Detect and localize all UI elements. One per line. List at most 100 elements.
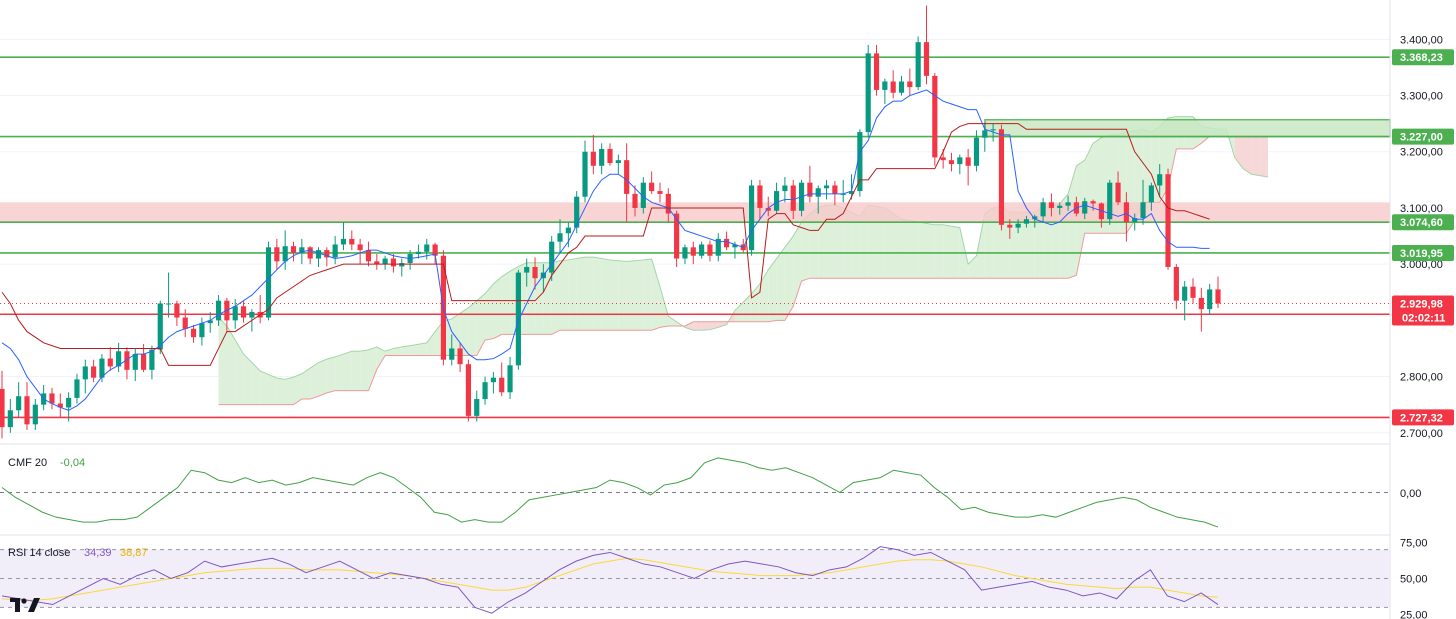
price-tags: 3.368,233.227,003.074,603.019,952.910,86… [1392,49,1454,426]
cloud-segment [426,331,436,356]
rsi-pane: 75,00 50,00 25,00 [0,537,1428,619]
candle-body [374,261,380,265]
candle-body [557,233,563,242]
candle-body [615,160,621,163]
candle-body [923,42,930,76]
candle-body [124,351,130,370]
cloud-segment [618,260,627,331]
rsi-title: RSI 14 close [8,547,70,559]
candle-body [1098,203,1104,220]
current-price-tag-countdown: 02:02:11 [1402,313,1445,325]
candle-body [932,75,938,158]
candle-body [607,148,613,163]
cloud-segment [893,213,902,279]
candle-body [349,238,355,245]
candle-body [165,303,172,305]
candle-body [1198,297,1204,310]
cloud-segment [468,300,477,356]
cmf-value: -0,04 [60,457,85,469]
candle-body [182,317,188,329]
cloud-segment [310,362,319,400]
cloud-segment [784,236,794,321]
cloud-segment [776,247,785,321]
cloud-segment [884,207,894,279]
cloud-segment [926,223,935,279]
candle-body [507,365,513,393]
candle-body [365,250,372,262]
cmf-zero-label: 0,00 [1400,488,1421,500]
candle-body [1132,218,1138,222]
rsi-ma-value: 38,87 [120,547,148,559]
price-tick-label: 2.800,00 [1400,372,1443,384]
cloud-segment [243,354,252,405]
candle-body [357,244,363,251]
resistance-price-tag-bg [1392,128,1454,145]
cloud-segment [976,213,985,279]
cloud-segment [918,222,927,279]
candle-body [907,81,913,88]
cloud-segment [551,260,561,335]
candle-body [524,266,530,273]
candle-body [749,185,755,251]
cloud-segment [326,356,336,393]
cloud-segment [868,205,877,279]
tradingview-logo-icon[interactable] [8,596,42,614]
cloud-segment [1259,136,1268,178]
cloud-segment [301,368,311,400]
cloud-segment [651,259,660,331]
resistance-price-tag-bg [1392,214,1454,231]
candle-body [1182,286,1188,301]
candle-body [532,266,538,279]
candle-body [474,399,480,416]
candle-body [1090,201,1096,204]
cloud-segment [476,293,486,356]
cloud-segment [276,377,286,405]
price-tick-label: 3.300,00 [1400,91,1443,103]
candle-body [1207,289,1213,310]
price-axis[interactable]: 3.400,00 3.300,00 3.200,00 3.100,00 3.000,00… [1400,34,1443,439]
candle-body [707,244,713,256]
candle-body [832,185,838,194]
candle-body [91,366,97,378]
cloud-segment [293,373,302,405]
cloud-segment [460,307,469,356]
cloud-segment [834,205,844,279]
cloud-segment [410,344,419,356]
candle-body [807,182,813,197]
cloud-segment [610,259,619,331]
cloud-segment [693,321,702,331]
cloud-segment [393,347,402,356]
candle-body [265,247,272,318]
cloud-segment [793,222,802,307]
cloud-segment [343,351,352,391]
candle-body [1107,182,1113,220]
support-price-tag: 2.727,32 [1400,412,1443,424]
candle-body [424,244,430,252]
candle-body [590,151,596,166]
candle-body [149,349,155,370]
candle-body [640,182,646,208]
cloud-segment [968,255,977,279]
price-tick-label: 2.700,00 [1400,428,1443,440]
candle-body [599,148,605,166]
cloud-segment [759,269,769,322]
cloud-segment [260,370,269,405]
cloud-segment [634,259,644,331]
cloud-segment [934,224,944,279]
candle-body [773,191,780,211]
price-tick-label: 3.000,00 [1400,259,1443,271]
candle-body [315,250,322,259]
candle-body [1190,286,1196,298]
cloud-segment [601,258,610,331]
candle-body [290,246,297,253]
main-grid [0,38,1390,434]
candle-body [1123,202,1129,222]
cloud-segment [360,349,369,391]
cloud-segment [585,257,594,331]
candle-body [1115,182,1121,203]
candle-body [332,244,338,258]
candle-body [957,157,963,165]
cloud-segment [1026,212,1035,279]
candle-body [16,396,22,411]
